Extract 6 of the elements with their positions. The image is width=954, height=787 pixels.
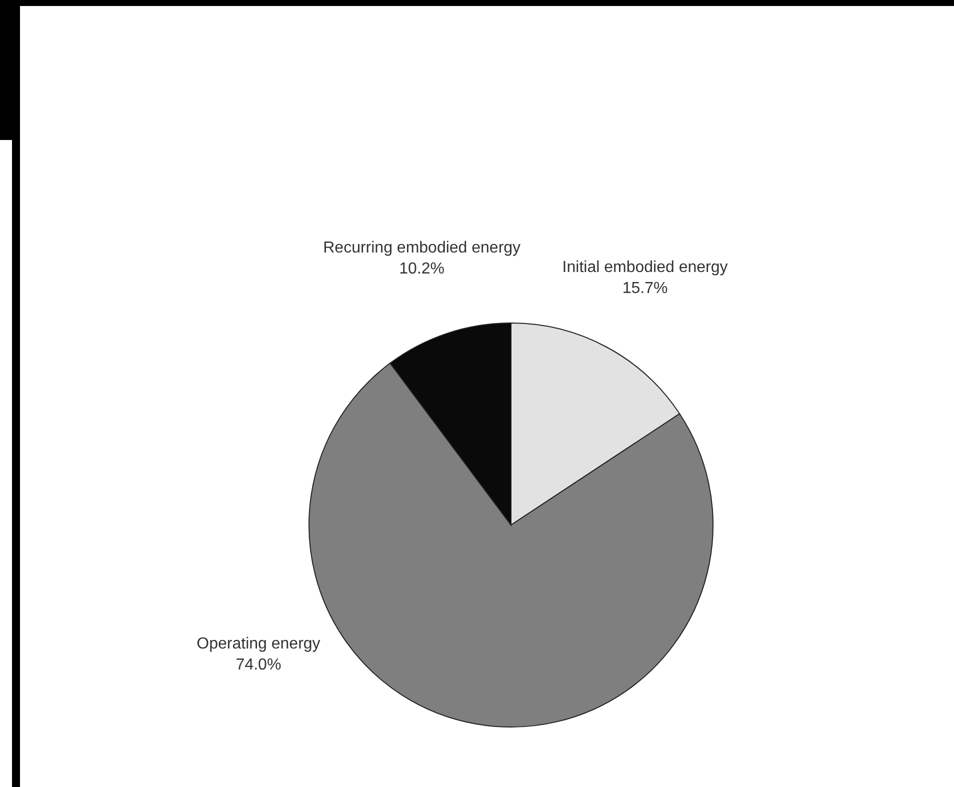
data-label: 74.0% (236, 656, 282, 674)
slice-label: Recurring embodied energy (323, 240, 521, 257)
data-label: 15.7% (622, 280, 668, 297)
data-label: 10.2% (399, 260, 445, 278)
slice-label: Operating energy (196, 635, 320, 652)
slice-label: Initial embodied energy (562, 258, 728, 276)
